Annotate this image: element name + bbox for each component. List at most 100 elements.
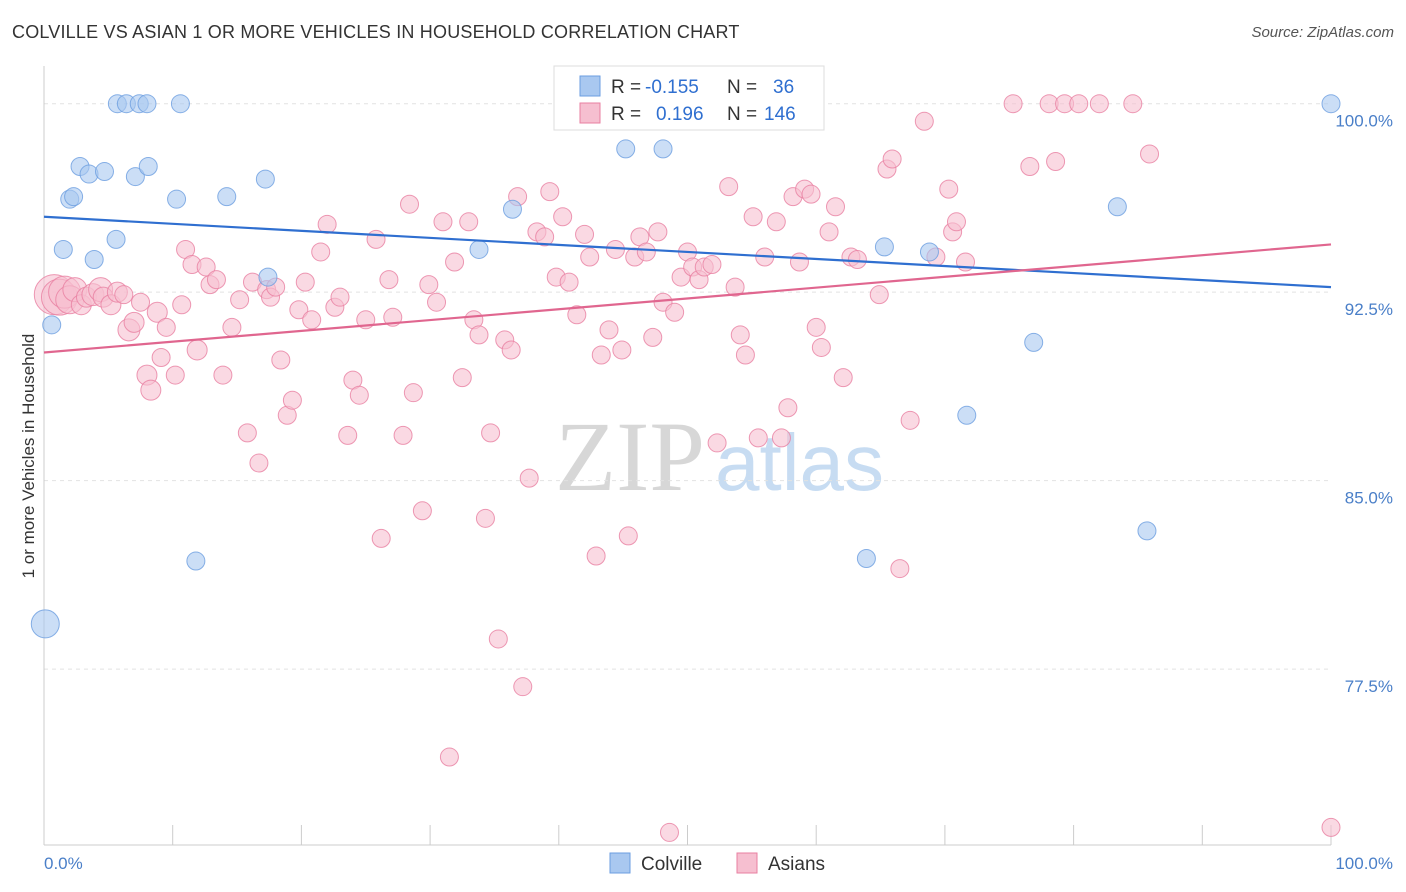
asians-point bbox=[140, 379, 162, 401]
asians-point bbox=[890, 559, 910, 579]
asians-point bbox=[1069, 94, 1089, 114]
asians-point bbox=[819, 222, 839, 242]
asians-point bbox=[1089, 94, 1109, 114]
colville-point bbox=[653, 139, 673, 159]
asians-point bbox=[165, 365, 185, 385]
asians-point bbox=[1321, 817, 1341, 837]
x-tick-label-right: 100.0% bbox=[1335, 854, 1393, 873]
stats-legend-colville-n-value: 36 bbox=[773, 77, 794, 98]
asians-point bbox=[249, 453, 269, 473]
bottom-legend-asians-swatch bbox=[736, 852, 758, 874]
asians-point bbox=[946, 212, 966, 232]
asians-point bbox=[393, 425, 413, 445]
asians-point bbox=[766, 212, 786, 232]
asians-point bbox=[618, 526, 638, 546]
colville-trend-line bbox=[43, 215, 1332, 289]
asians-point bbox=[748, 428, 768, 448]
x-tick-label-left: 0.0% bbox=[44, 854, 83, 873]
asians-point bbox=[811, 337, 831, 357]
colville-point bbox=[502, 199, 522, 219]
stats-legend-asians-r-label: R = bbox=[611, 104, 641, 125]
asians-point bbox=[156, 317, 176, 337]
colville-point bbox=[919, 242, 939, 262]
asians-point bbox=[707, 433, 727, 453]
asians-point bbox=[665, 302, 685, 322]
asians-point bbox=[123, 311, 145, 333]
asians-point bbox=[271, 350, 291, 370]
asians-point bbox=[826, 197, 846, 217]
colville-point bbox=[1107, 197, 1127, 217]
colville-point bbox=[106, 229, 126, 249]
asians-point bbox=[488, 629, 508, 649]
grid-lines bbox=[44, 103, 1331, 670]
colville-point bbox=[1321, 94, 1341, 114]
asians-point bbox=[914, 111, 934, 131]
asians-point bbox=[1003, 94, 1023, 114]
colville-points bbox=[30, 94, 1341, 639]
y-tick-label: 85.0% bbox=[1345, 489, 1393, 508]
asians-point bbox=[540, 182, 560, 202]
asians-point bbox=[469, 325, 489, 345]
asians-point bbox=[612, 340, 632, 360]
colville-point bbox=[957, 405, 977, 425]
asians-point bbox=[1020, 157, 1040, 177]
asians-point bbox=[317, 214, 337, 234]
asians-point bbox=[366, 229, 386, 249]
y-tick-labels: 100.0% 92.5% 85.0% 77.5% bbox=[1335, 112, 1393, 696]
colville-point bbox=[469, 239, 489, 259]
colville-point bbox=[874, 237, 894, 257]
colville-point bbox=[137, 94, 157, 114]
asians-point bbox=[379, 270, 399, 290]
asians-point bbox=[459, 212, 479, 232]
asians-point bbox=[282, 390, 302, 410]
asians-point bbox=[311, 242, 331, 262]
colville-point bbox=[138, 157, 158, 177]
colville-point bbox=[170, 94, 190, 114]
y-axis-title: 1 or more Vehicles in Household bbox=[19, 334, 38, 579]
asians-point bbox=[519, 468, 539, 488]
colville-point bbox=[616, 139, 636, 159]
asians-point bbox=[427, 292, 447, 312]
asians-point bbox=[1123, 94, 1143, 114]
colville-point bbox=[258, 267, 278, 287]
asians-point bbox=[230, 290, 250, 310]
axes bbox=[43, 66, 1332, 846]
colville-point bbox=[30, 609, 60, 639]
colville-point bbox=[255, 169, 275, 189]
colville-point bbox=[186, 551, 206, 571]
asians-point bbox=[636, 242, 656, 262]
asians-point bbox=[172, 295, 192, 315]
asians-point bbox=[412, 501, 432, 521]
asians-point bbox=[553, 207, 573, 227]
asians-point bbox=[151, 347, 171, 367]
stats-legend-asians-n-label: N = bbox=[727, 104, 757, 125]
asians-point bbox=[591, 345, 611, 365]
asians-point bbox=[206, 270, 226, 290]
asians-point bbox=[939, 179, 959, 199]
stats-legend-asians-n-value: 146 bbox=[764, 104, 796, 125]
asians-point bbox=[186, 339, 208, 361]
colville-point bbox=[167, 189, 187, 209]
source-label: Source: ZipAtlas.com bbox=[1251, 24, 1394, 41]
asians-point bbox=[433, 212, 453, 232]
asians-point bbox=[475, 508, 495, 528]
asians-point bbox=[146, 301, 168, 323]
asians-point bbox=[659, 822, 679, 842]
colville-point bbox=[856, 549, 876, 569]
asians-point bbox=[419, 275, 439, 295]
chart-title: COLVILLE VS ASIAN 1 OR MORE VEHICLES IN … bbox=[12, 22, 740, 42]
colville-point bbox=[1137, 521, 1157, 541]
asians-point bbox=[439, 747, 459, 767]
asians-point bbox=[513, 677, 533, 697]
asians-point bbox=[789, 252, 809, 272]
stats-legend-colville-r-value: -0.155 bbox=[645, 77, 699, 98]
stats-legend-colville-n-label: N = bbox=[727, 77, 757, 98]
asians-point bbox=[806, 317, 826, 337]
asians-point bbox=[643, 327, 663, 347]
asians-point bbox=[743, 207, 763, 227]
asians-point bbox=[289, 300, 309, 320]
asians-point bbox=[833, 368, 853, 388]
asians-point bbox=[400, 194, 420, 214]
asians-point bbox=[481, 423, 501, 443]
y-tick-label: 77.5% bbox=[1345, 677, 1393, 696]
